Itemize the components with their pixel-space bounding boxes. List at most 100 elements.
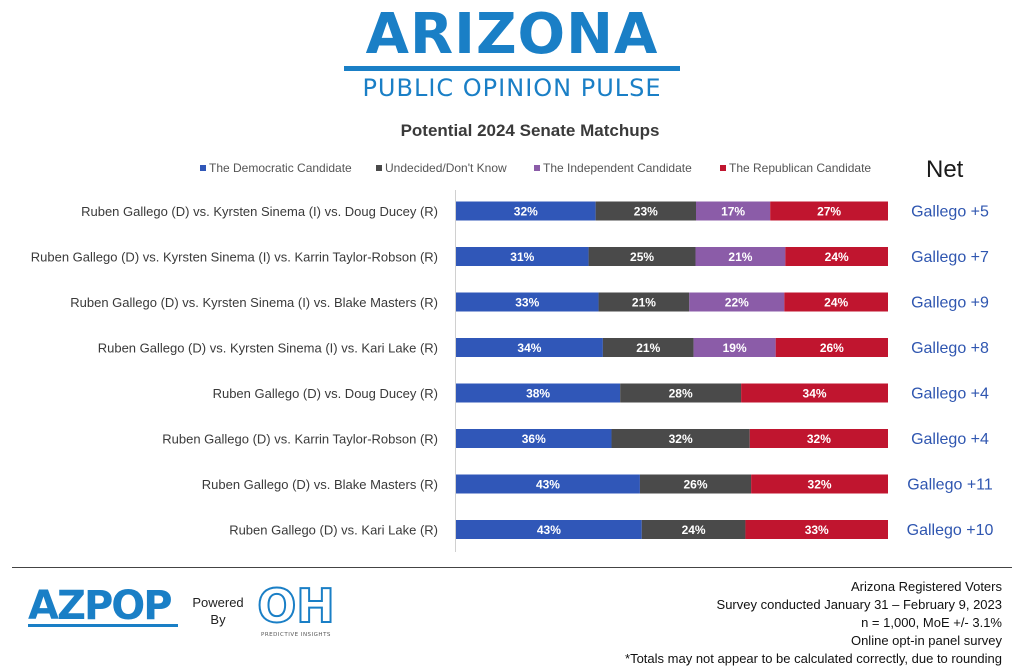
bar-segment-undecided xyxy=(639,474,752,494)
azpop-logo-text: AZPOP xyxy=(28,583,173,629)
bar-segment-democratic xyxy=(456,383,621,403)
bar-value-label: 43% xyxy=(536,478,560,492)
legend-label-republican: The Republican Candidate xyxy=(729,161,872,175)
net-value: Gallego +4 xyxy=(911,386,989,403)
row-label: Ruben Gallego (D) vs. Blake Masters (R) xyxy=(202,477,438,492)
bar-segment-republican xyxy=(745,520,888,539)
bar-segment-republican xyxy=(784,292,888,312)
powered-by-text: Powered By xyxy=(192,594,244,628)
bar-value-label: 24% xyxy=(824,296,848,310)
bar-segment-independent xyxy=(693,338,776,357)
survey-note: *Totals may not appear to be calculated … xyxy=(625,651,1002,666)
bar-segment-democratic xyxy=(456,201,596,221)
bar-value-label: 21% xyxy=(728,250,752,264)
bar-value-label: 26% xyxy=(684,478,708,492)
oh-logo-subtitle: PREDICTIVE INSIGHTS xyxy=(261,632,331,638)
bar-value-label: 17% xyxy=(721,205,745,219)
legend-item-republican: The Republican Candidate xyxy=(720,161,871,175)
bar-segment-undecided xyxy=(611,429,750,448)
net-value: Gallego +4 xyxy=(911,431,989,448)
oh-predictive-insights-logo: OH PREDICTIVE INSIGHTS xyxy=(256,578,336,648)
bar-segment-democratic xyxy=(456,429,612,448)
bar-value-label: 23% xyxy=(634,205,658,219)
legend-item-undecided: Undecided/Don't Know xyxy=(376,161,507,175)
bar-value-label: 32% xyxy=(807,432,831,446)
bar-segment-undecided xyxy=(588,247,696,266)
bar-segment-democratic xyxy=(456,474,640,494)
net-value: Gallego +7 xyxy=(911,249,989,266)
legend-swatch-undecided xyxy=(376,165,382,171)
bar-segment-democratic xyxy=(456,338,603,357)
bar-value-label: 34% xyxy=(803,387,827,401)
row-label: Ruben Gallego (D) vs. Karrin Taylor-Robs… xyxy=(162,432,438,447)
bar-value-label: 33% xyxy=(805,523,829,537)
bar-segment-undecided xyxy=(641,520,746,539)
bar-segment-undecided xyxy=(620,383,742,403)
bar-value-label: 33% xyxy=(515,296,539,310)
row-label: Ruben Gallego (D) vs. Kyrsten Sinema (I)… xyxy=(70,295,438,310)
bar-value-label: 43% xyxy=(537,523,561,537)
header: ARIZONA PUBLIC OPINION PULSE xyxy=(0,0,1020,110)
row-label: Ruben Gallego (D) vs. Kyrsten Sinema (I)… xyxy=(98,341,438,356)
bar-segment-republican xyxy=(749,429,888,448)
logo-divider xyxy=(344,66,680,71)
bar-value-label: 31% xyxy=(510,250,534,264)
bar-segment-republican xyxy=(770,201,888,221)
bar-value-label: 34% xyxy=(517,341,541,355)
bar-segment-independent xyxy=(689,292,785,312)
bar-segment-republican xyxy=(741,383,888,403)
bar-value-label: 26% xyxy=(820,341,844,355)
stacked-bar-chart: Ruben Gallego (D) vs. Kyrsten Sinema (I)… xyxy=(31,190,993,552)
row-label: Ruben Gallego (D) vs. Doug Ducey (R) xyxy=(213,386,438,401)
legend-item-democratic: The Democratic Candidate xyxy=(200,161,352,175)
bar-segment-democratic xyxy=(456,520,642,539)
legend-label-independent: The Independent Candidate xyxy=(543,161,692,175)
bar-segment-independent xyxy=(696,201,771,221)
net-value: Gallego +5 xyxy=(911,204,989,221)
bar-value-label: 24% xyxy=(825,250,849,264)
bar-value-label: 25% xyxy=(630,250,654,264)
powered-by-line2: By xyxy=(210,612,226,627)
survey-note: Arizona Registered Voters xyxy=(850,579,1002,594)
net-value: Gallego +11 xyxy=(907,477,993,494)
bar-value-label: 19% xyxy=(723,341,747,355)
bar-value-label: 22% xyxy=(725,296,749,310)
row-label: Ruben Gallego (D) vs. Kyrsten Sinema (I)… xyxy=(31,250,438,265)
bar-segment-independent xyxy=(695,247,786,266)
oh-logo-letters: OH xyxy=(257,579,335,633)
azpop-logo: AZPOP xyxy=(28,584,178,628)
arizona-logo-title: ARIZONA xyxy=(365,2,659,67)
legend-label-undecided: Undecided/Don't Know xyxy=(385,161,507,175)
net-value: Gallego +9 xyxy=(911,295,989,312)
net-column-header: Net xyxy=(926,156,964,183)
legend-swatch-independent xyxy=(534,165,540,171)
survey-note: Online opt-in panel survey xyxy=(850,633,1002,648)
legend-item-independent: The Independent Candidate xyxy=(534,161,692,175)
bar-value-label: 24% xyxy=(682,523,706,537)
bar-value-label: 36% xyxy=(522,432,546,446)
bar-segment-undecided xyxy=(602,338,694,357)
net-value: Gallego +8 xyxy=(911,340,989,357)
survey-note: Survey conducted January 31 – February 9… xyxy=(716,597,1002,612)
legend-label-democratic: The Democratic Candidate xyxy=(209,161,352,175)
bar-value-label: 27% xyxy=(817,205,841,219)
bar-segment-undecided xyxy=(598,292,690,312)
bar-value-label: 21% xyxy=(632,296,656,310)
bar-segment-republican xyxy=(775,338,888,357)
bar-segment-republican xyxy=(751,474,888,494)
bar-value-label: 32% xyxy=(514,205,538,219)
bar-value-label: 21% xyxy=(636,341,660,355)
bar-segment-democratic xyxy=(456,247,589,266)
bar-value-label: 32% xyxy=(808,478,832,492)
row-label: Ruben Gallego (D) vs. Kari Lake (R) xyxy=(229,523,438,538)
bar-value-label: 38% xyxy=(526,387,550,401)
chart-title: Potential 2024 Senate Matchups xyxy=(400,121,660,140)
logo-subtitle: PUBLIC OPINION PULSE xyxy=(362,74,662,102)
survey-notes: Arizona Registered Voters Survey conduct… xyxy=(625,578,1002,668)
row-label: Ruben Gallego (D) vs. Kyrsten Sinema (I)… xyxy=(81,204,438,219)
survey-note: n = 1,000, MoE +/- 3.1% xyxy=(861,615,1002,630)
legend-swatch-democratic xyxy=(200,165,206,171)
oh-logo-graphic: OH PREDICTIVE INSIGHTS xyxy=(256,578,336,638)
legend-swatch-republican xyxy=(720,165,726,171)
bar-value-label: 28% xyxy=(669,387,693,401)
